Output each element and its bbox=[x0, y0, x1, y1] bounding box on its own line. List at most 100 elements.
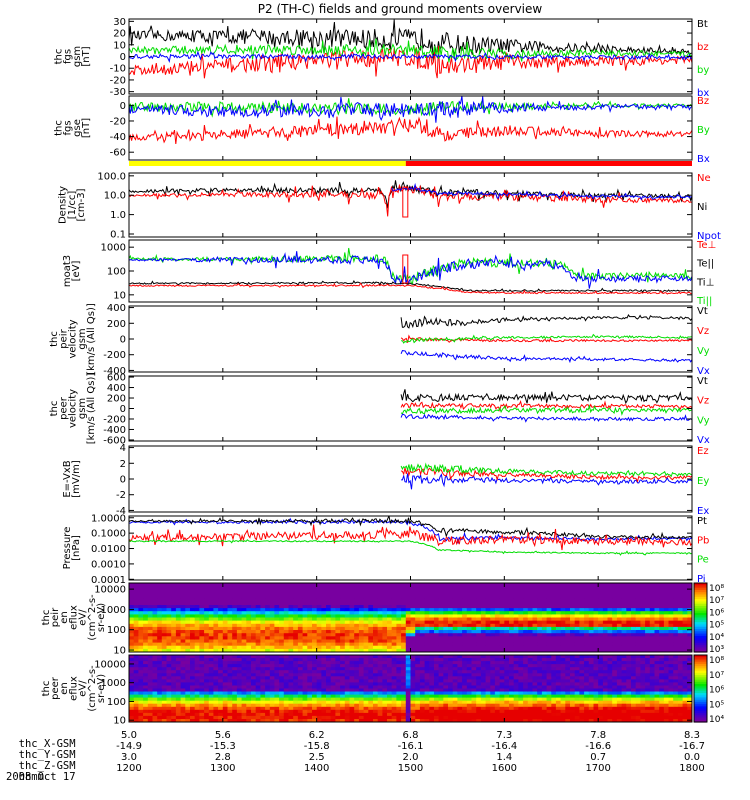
heatmap-cell bbox=[419, 623, 426, 628]
heatmap-cell bbox=[574, 630, 580, 634]
heatmap-cell bbox=[377, 583, 383, 587]
heatmap-cell bbox=[649, 626, 656, 631]
heatmap-cell bbox=[677, 608, 684, 612]
heatmap-cell bbox=[274, 655, 280, 659]
heatmap-cell bbox=[598, 620, 604, 625]
heatmap-cell bbox=[659, 598, 665, 603]
heatmap-cell bbox=[387, 639, 393, 644]
heatmap-cell bbox=[649, 623, 656, 628]
heatmap-cell bbox=[297, 685, 304, 690]
heatmap-cell bbox=[480, 614, 487, 619]
heatmap-cell bbox=[490, 700, 496, 705]
heatmap-cell bbox=[527, 595, 534, 600]
heatmap-cell bbox=[631, 645, 637, 650]
heatmap-cell bbox=[133, 608, 139, 612]
heatmap-cell bbox=[354, 595, 360, 600]
heatmap-cell bbox=[316, 639, 322, 644]
heatmap-cell bbox=[171, 685, 177, 690]
heatmap-cell bbox=[312, 617, 318, 622]
heatmap-cell bbox=[457, 598, 463, 603]
heatmap-cell bbox=[490, 658, 496, 662]
heatmap-cell bbox=[274, 682, 280, 686]
heatmap-cell bbox=[297, 620, 304, 625]
heatmap-cell bbox=[232, 664, 238, 668]
heatmap-cell bbox=[494, 589, 501, 593]
heatmap-cell bbox=[391, 682, 397, 686]
heatmap-cell bbox=[143, 595, 149, 600]
heatmap-cell bbox=[326, 617, 332, 622]
heatmap-cell bbox=[152, 586, 158, 590]
heatmap-cell bbox=[471, 691, 477, 696]
heatmap-cell bbox=[349, 605, 355, 609]
heatmap-cell bbox=[405, 667, 412, 671]
heatmap-cell bbox=[232, 614, 238, 619]
heatmap-cell bbox=[494, 661, 501, 665]
heatmap-cell bbox=[466, 589, 473, 593]
heatmap-cell bbox=[236, 712, 243, 717]
heatmap-cell bbox=[255, 642, 261, 647]
heatmap-cell bbox=[373, 719, 379, 722]
heatmap-cell bbox=[260, 655, 266, 659]
heatmap-cell bbox=[485, 595, 491, 600]
heatmap-cell bbox=[523, 697, 529, 702]
heatmap-cell bbox=[438, 719, 444, 722]
heatmap-cell bbox=[171, 661, 177, 665]
heatmap-cell bbox=[161, 633, 168, 637]
heatmap-cell bbox=[434, 642, 440, 647]
heatmap-cell bbox=[401, 670, 407, 674]
heatmap-cell bbox=[246, 636, 252, 640]
heatmap-cell bbox=[363, 694, 369, 699]
heatmap-cell bbox=[438, 697, 444, 702]
heatmap-cell bbox=[419, 706, 426, 711]
heatmap-cell bbox=[236, 626, 243, 631]
heatmap-cell bbox=[457, 630, 463, 634]
heatmap-cell bbox=[396, 694, 402, 699]
heatmap-cell bbox=[410, 620, 416, 625]
heatmap-cell bbox=[204, 623, 210, 628]
heatmap-cell bbox=[462, 655, 468, 659]
heatmap-cell bbox=[152, 601, 158, 606]
heatmap-cell bbox=[635, 611, 641, 615]
heatmap-cell bbox=[236, 703, 243, 708]
heatmap-cell bbox=[476, 691, 482, 696]
heatmap-cell bbox=[330, 586, 336, 590]
heatmap-cell bbox=[387, 697, 393, 702]
heatmap-cell bbox=[391, 706, 397, 711]
heatmap-cell bbox=[504, 688, 510, 693]
heatmap-cell bbox=[602, 636, 609, 640]
heatmap-cell bbox=[152, 645, 158, 650]
heatmap-cell bbox=[546, 623, 552, 628]
heatmap-cell bbox=[663, 595, 670, 600]
heatmap-cell bbox=[677, 605, 684, 609]
heatmap-cell bbox=[645, 626, 651, 631]
heatmap-cell bbox=[180, 673, 186, 677]
heatmap-cell bbox=[133, 661, 139, 665]
heatmap-cell bbox=[401, 667, 407, 671]
heatmap-cell bbox=[152, 706, 158, 711]
heatmap-cell bbox=[354, 697, 360, 702]
heatmap-cell bbox=[232, 697, 238, 702]
heatmap-cell bbox=[227, 706, 233, 711]
heatmap-cell bbox=[358, 706, 365, 711]
heatmap-cell bbox=[227, 592, 233, 597]
heatmap-cell bbox=[297, 605, 304, 609]
heatmap-cell bbox=[204, 706, 210, 711]
heatmap-cell bbox=[480, 670, 487, 674]
heatmap-cell bbox=[419, 688, 426, 693]
heatmap-cell bbox=[419, 667, 426, 671]
heatmap-cell bbox=[326, 706, 332, 711]
heatmap-cell bbox=[180, 688, 186, 693]
heatmap-cell bbox=[476, 589, 482, 593]
heatmap-cell bbox=[499, 658, 505, 662]
heatmap-cell bbox=[663, 620, 670, 625]
heatmap-cell bbox=[485, 626, 491, 631]
heatmap-cell bbox=[480, 706, 487, 711]
heatmap-cell bbox=[138, 703, 144, 708]
heatmap-cell bbox=[185, 673, 191, 677]
heatmap-cell bbox=[274, 598, 280, 603]
heatmap-cell bbox=[194, 648, 200, 652]
heatmap-cell bbox=[218, 642, 224, 647]
heatmap-cell bbox=[344, 685, 351, 690]
heatmap-cell bbox=[410, 633, 416, 637]
heatmap-cell bbox=[171, 614, 177, 619]
